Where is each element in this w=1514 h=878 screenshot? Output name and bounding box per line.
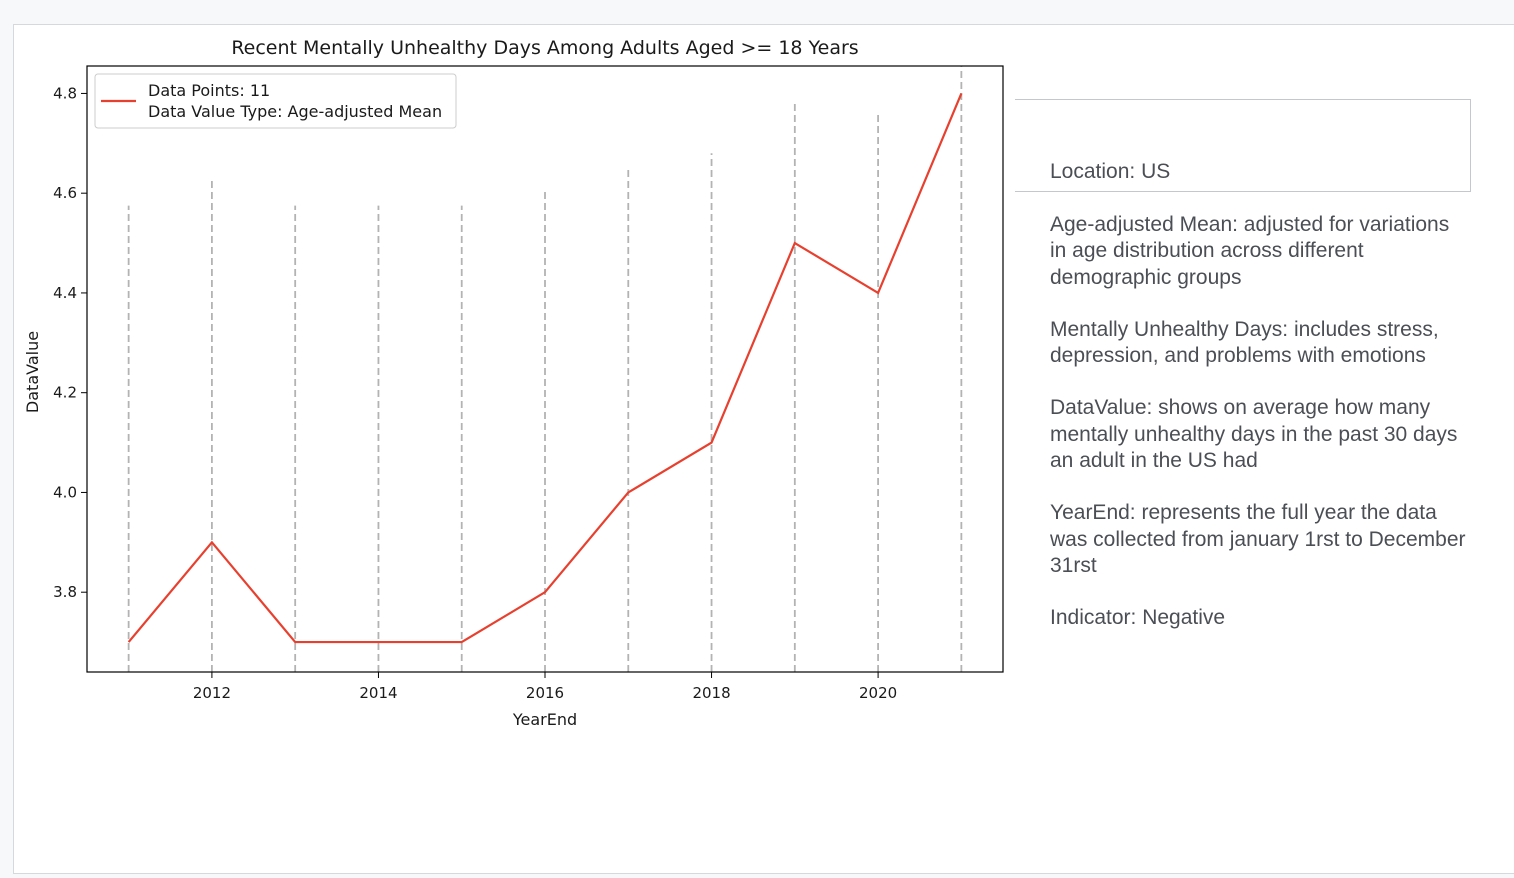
- x-tick-label: 2018: [692, 684, 730, 702]
- x-tick-label: 2014: [359, 684, 397, 702]
- x-tick-label: 2016: [526, 684, 564, 702]
- location-text: Location: US: [1050, 160, 1171, 183]
- info-paragraph-unhealthy-days: Mentally Unhealthy Days: includes stress…: [1050, 317, 1439, 368]
- y-tick-label: 3.8: [53, 583, 77, 601]
- y-tick-label: 4.6: [53, 184, 77, 202]
- legend-box: [94, 73, 457, 129]
- info-paragraph-yearend: YearEnd: represents the full year the da…: [1050, 501, 1466, 577]
- info-text-block: Location: US Age-adjusted Mean: adjusted…: [1050, 159, 1470, 657]
- vertical-guide-lines: [127, 66, 963, 672]
- info-paragraph-indicator: Indicator: Negative: [1050, 606, 1226, 629]
- legend-line-1: Data Points: 11: [148, 81, 270, 100]
- info-box: [1015, 99, 1471, 192]
- x-axis-ticks: 2012 2014 2016 2018 2020: [193, 672, 897, 702]
- y-tick-label: 4.0: [53, 483, 77, 501]
- y-tick-label: 4.4: [53, 284, 77, 302]
- x-axis-label: YearEnd: [512, 710, 577, 729]
- chart-title: Recent Mentally Unhealthy Days Among Adu…: [231, 37, 858, 59]
- y-axis-label: DataValue: [23, 331, 42, 413]
- series-line: [127, 93, 963, 644]
- legend: Data Points: 11 Data Value Type: Age-adj…: [94, 73, 457, 129]
- y-tick-label: 4.8: [53, 84, 77, 102]
- output-panel: [13, 24, 1514, 874]
- x-tick-label: 2012: [193, 684, 231, 702]
- y-tick-label: 4.2: [53, 384, 77, 402]
- series-lines: [127, 93, 963, 644]
- info-paragraph-datavalue: DataValue: shows on average how many men…: [1050, 396, 1458, 472]
- legend-line-2: Data Value Type: Age-adjusted Mean: [148, 102, 442, 121]
- x-tick-label: 2020: [859, 684, 897, 702]
- info-paragraph-age-adjusted: Age-adjusted Mean: adjusted for variatio…: [1050, 212, 1450, 289]
- y-axis-ticks: 3.8 4.0 4.2 4.4 4.6 4.8: [53, 84, 87, 601]
